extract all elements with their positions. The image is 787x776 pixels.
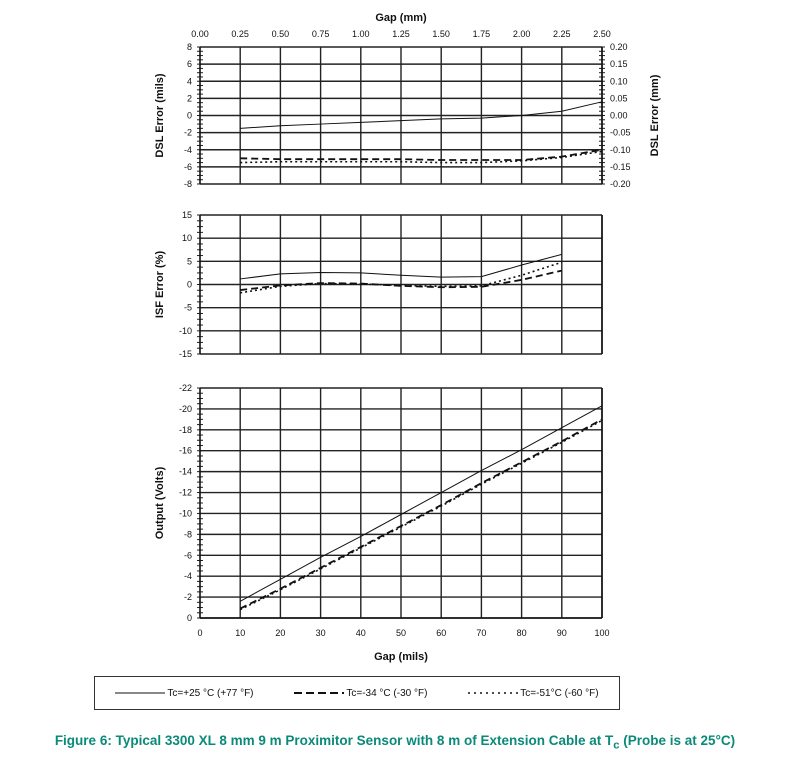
- y-tick-label: 10: [182, 233, 192, 243]
- x2-tick-label: 2.50: [593, 29, 611, 39]
- x2-tick-label: 0.75: [312, 29, 330, 39]
- x-tick-label: 10: [235, 628, 245, 638]
- series-line-dashed: [240, 269, 563, 291]
- y-tick-label: -22: [179, 383, 192, 393]
- x-tick-label: 80: [517, 628, 527, 638]
- y2-tick-label: 0.15: [610, 59, 628, 69]
- x-tick-label: 20: [275, 628, 285, 638]
- y-tick-label: 8: [187, 42, 192, 52]
- series-line-dotted: [240, 150, 603, 164]
- legend-item-dashed: Tc=-34 °C (-30 °F): [294, 688, 427, 699]
- y-tick-label: -14: [179, 467, 192, 477]
- y-tick-label: -15: [179, 349, 192, 359]
- x2-tick-label: 1.25: [392, 29, 410, 39]
- x-tick-label: 100: [594, 628, 609, 638]
- y-tick-label: 2: [187, 93, 192, 103]
- y2-tick-label: 0.10: [610, 76, 628, 86]
- x2-tick-label: 1.50: [432, 29, 450, 39]
- series-line-dashed: [239, 418, 603, 610]
- x-tick-label: 90: [557, 628, 567, 638]
- y-tick-label: -10: [179, 508, 192, 518]
- series-line-dotted: [240, 261, 563, 294]
- series-line-solid: [239, 405, 603, 602]
- y-tick-label: -16: [179, 446, 192, 456]
- series-line-solid: [240, 101, 603, 129]
- y2-tick-label: -0.05: [610, 128, 631, 138]
- y-tick-label: 15: [182, 210, 192, 220]
- y2-tick-label: -0.20: [610, 179, 631, 189]
- y-tick-label: 5: [187, 256, 192, 266]
- y-tick-label: -8: [184, 529, 192, 539]
- legend-item-dotted: Tc=-51°C (-60 °F): [468, 687, 599, 699]
- y-tick-label: -20: [179, 404, 192, 414]
- y-tick-label: 0: [187, 280, 192, 290]
- y-axis-title: Output (Volts): [154, 466, 166, 539]
- y2-tick-label: 0.05: [610, 93, 628, 103]
- y2-tick-label: -0.15: [610, 162, 631, 172]
- y-tick-label: 6: [187, 59, 192, 69]
- figure-caption: Figure 6: Typical 3300 XL 8 mm 9 m Proxi…: [20, 733, 770, 754]
- x2-tick-label: 0.50: [272, 29, 290, 39]
- x-tick-label: 70: [476, 628, 486, 638]
- x2-tick-label: 2.00: [513, 29, 531, 39]
- x-tick-label: 0: [197, 628, 202, 638]
- x-axis-title: Gap (mils): [374, 651, 428, 663]
- legend-label: Tc=+25 °C (+77 °F): [167, 687, 254, 699]
- series-line-solid: [240, 253, 562, 280]
- y-tick-label: -18: [179, 425, 192, 435]
- y2-tick-label: -0.10: [610, 145, 631, 155]
- caption-text: Figure 6: Typical 3300 XL 8 mm 9 m Proxi…: [54, 733, 614, 748]
- y-tick-label: -10: [179, 326, 192, 336]
- y-tick-label: -5: [184, 303, 192, 313]
- y-tick-label: -12: [179, 488, 192, 498]
- y2-axis-title: DSL Error (mm): [649, 74, 661, 156]
- legend-label: Tc=-51°C (-60 °F): [520, 687, 599, 699]
- y-tick-label: -2: [184, 128, 192, 138]
- y-axis-title: DSL Error (mils): [154, 73, 166, 157]
- y2-tick-label: 0.20: [610, 42, 628, 52]
- y-axis-title: ISF Error (%): [154, 251, 166, 319]
- caption-suffix: (Probe is at 25°C): [619, 733, 736, 748]
- y-tick-label: -8: [184, 179, 192, 189]
- series-line-dashed: [240, 148, 603, 161]
- caption-subscript: c: [613, 739, 620, 752]
- y-tick-label: 0: [187, 613, 192, 623]
- y-tick-label: 4: [187, 76, 192, 86]
- y-tick-label: -6: [184, 162, 192, 172]
- legend: Tc=+25 °C (+77 °F) Tc=-34 °C (-30 °F) Tc…: [94, 676, 620, 710]
- y-tick-label: -2: [184, 592, 192, 602]
- x2-tick-label: 2.25: [553, 29, 571, 39]
- chart-panel-1: 8 0.20 6 0.15 4 0.10 2 0.05 0 0.00 -2 -0.05 -4 -0.10 -…: [154, 12, 661, 189]
- y2-tick-label: 0.00: [610, 111, 628, 121]
- chart-panel-2: 15 10 5 0 -5 -10 -15 ISF Error (%): [154, 210, 603, 359]
- x2-axis-title: Gap (mm): [375, 12, 427, 24]
- x-tick-label: 30: [316, 628, 326, 638]
- x2-tick-label: 0.25: [231, 29, 249, 39]
- x-tick-label: 40: [356, 628, 366, 638]
- x2-tick-label: 0.00: [191, 29, 209, 39]
- x-tick-label: 50: [396, 628, 406, 638]
- x2-tick-label: 1.00: [352, 29, 370, 39]
- x2-tick-label: 1.75: [473, 29, 491, 39]
- y-tick-label: -4: [184, 571, 192, 581]
- legend-item-solid: Tc=+25 °C (+77 °F): [115, 687, 254, 699]
- y-tick-label: -6: [184, 550, 192, 560]
- x-tick-label: 60: [436, 628, 446, 638]
- y-tick-label: 0: [187, 111, 192, 121]
- legend-label: Tc=-34 °C (-30 °F): [346, 687, 428, 699]
- y-tick-label: -4: [184, 145, 192, 155]
